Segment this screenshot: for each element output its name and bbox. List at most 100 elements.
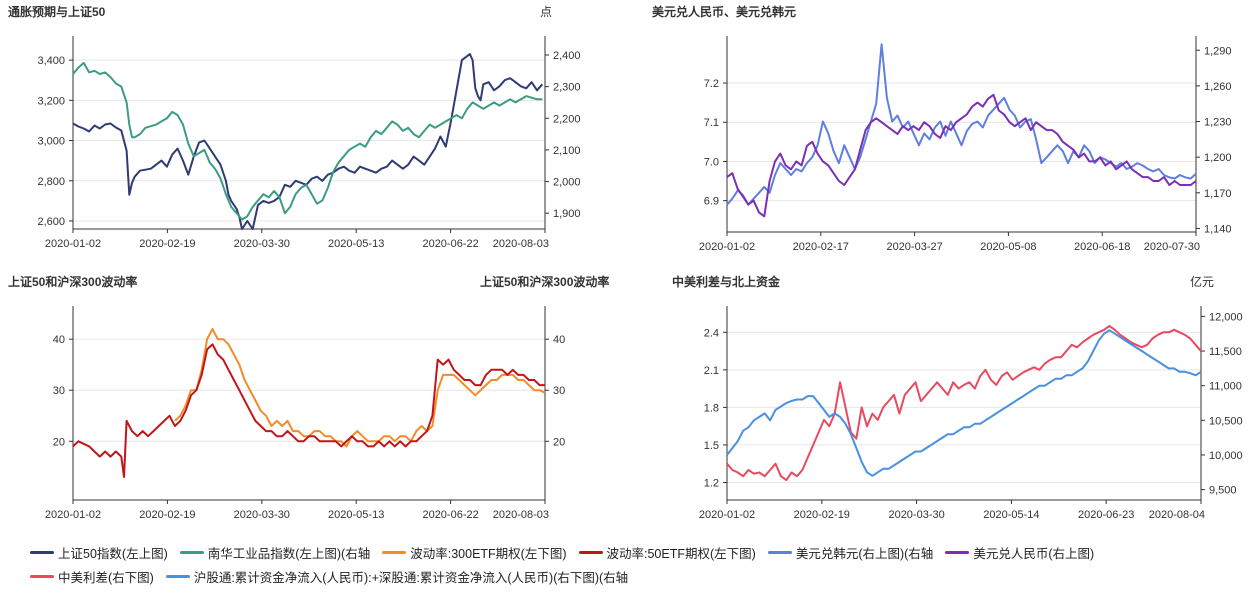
x-tick-label: 2020-02-17 (793, 241, 849, 253)
legend-item-northbound[interactable]: 沪股通:累计资金净流入(人民币):+深股通:累计资金净流入(人民币)(右下图)(… (165, 567, 629, 586)
x-tick-label: 2020-03-30 (234, 238, 290, 250)
right-tick-label: 12,000 (1209, 311, 1243, 323)
right-tick-label: 2,100 (553, 145, 581, 157)
legend-label: 波动率:300ETF期权(左下图) (410, 546, 567, 561)
left-tick-label: 3,200 (37, 95, 65, 107)
left-tick-label: 7.1 (704, 117, 719, 129)
left-tick-label: 3,400 (37, 55, 65, 67)
legend-label: 中美利差(右下图) (58, 570, 154, 585)
left-tick-label: 7.0 (704, 156, 719, 168)
panel-usd-cny-krw: 美元兑人民币、美元兑韩元 6.9 7.0 7.1 7.2 1,140 1,170 1,200… (652, 4, 1232, 253)
right-tick-label: 2,000 (553, 177, 581, 189)
series-line-northbound (726, 329, 1202, 477)
panel-inflation-sz50: 通胀预期与上证50 点 2,600 2,800 3,000 3,200 3,400 1,9… (8, 4, 581, 250)
right-tick-label: 1,900 (553, 208, 581, 220)
legend-label: 上证50指数(左上图) (58, 546, 168, 561)
legend-swatch-icon (767, 550, 792, 554)
legend-row: 上证50指数(左上图) 南华工业品指数(左上图)(右轴 波动率:300ETF期权(左… (30, 540, 1240, 564)
left-tick-label: 1.2 (704, 477, 719, 489)
x-tick-label: 2020-06-22 (422, 238, 478, 250)
series-line-usdcny (726, 93, 1197, 218)
x-tick-label: 2020-05-13 (328, 509, 384, 521)
panel-volatility: 上证50和沪深300波动率 上证50和沪深300波动率 20 30 40 20 30 40… (8, 274, 609, 521)
legend: 上证50指数(左上图) 南华工业品指数(左上图)(右轴 波动率:300ETF期权(左… (30, 540, 1240, 588)
right-tick-label: 1,260 (1204, 81, 1232, 93)
legend-swatch-icon (578, 550, 603, 554)
right-tick-label: 1,200 (1204, 152, 1232, 164)
legend-item-sz50[interactable]: 上证50指数(左上图) (30, 543, 168, 562)
right-tick-label: 11,000 (1209, 381, 1242, 393)
legend-item-vol50[interactable]: 波动率:50ETF期权(左下图) (578, 543, 756, 562)
series-line-nanhua (72, 61, 543, 221)
x-tick-label: 2020-01-02 (699, 509, 755, 521)
x-tick-label: 2020-03-30 (234, 509, 290, 521)
series-line-vol50 (72, 343, 545, 478)
legend-item-usdcny[interactable]: 美元兑人民币(右上图) (945, 543, 1094, 562)
panel-title: 上证50和沪深300波动率 (8, 274, 137, 289)
legend-item-vol300[interactable]: 波动率:300ETF期权(左下图) (382, 543, 567, 562)
series-line-vol300 (174, 328, 546, 448)
right-tick-label: 1,140 (1204, 223, 1232, 235)
x-tick-label: 2020-01-02 (45, 509, 101, 521)
legend-label: 波动率:50ETF期权(左下图) (606, 546, 756, 561)
legend-row: 中美利差(右下图) 沪股通:累计资金净流入(人民币):+深股通:累计资金净流入(人… (30, 564, 1240, 588)
legend-label: 美元兑人民币(右上图) (973, 546, 1095, 561)
legend-label: 美元兑韩元(右上图)(右轴 (795, 546, 934, 561)
legend-swatch-icon (179, 550, 204, 554)
right-tick-label: 2,200 (553, 113, 581, 125)
panel-spread-northbound: 中美利差与北上资金 亿元 1.2 1.5 1.8 2.1 2.4 9,500 10,000 1… (672, 274, 1243, 521)
legend-swatch-icon (945, 550, 970, 554)
legend-item-spread[interactable]: 中美利差(右下图) (30, 567, 154, 586)
legend-item-nanhua[interactable]: 南华工业品指数(左上图)(右轴 (179, 543, 371, 562)
legend-swatch-icon (165, 574, 190, 578)
right-tick-label: 1,290 (1204, 45, 1232, 57)
x-tick-label: 2020-05-14 (983, 509, 1039, 521)
panel-title-right: 上证50和沪深300波动率 (480, 274, 609, 289)
right-tick-label: 1,230 (1204, 117, 1232, 129)
x-tick-label: 2020-02-19 (139, 238, 195, 250)
x-tick-label: 2020-05-13 (328, 238, 384, 250)
right-tick-label: 2,400 (553, 50, 581, 62)
series-line-spread (726, 325, 1202, 481)
right-tick-label: 9,500 (1209, 485, 1237, 497)
legend-item-usdkrw[interactable]: 美元兑韩元(右上图)(右轴 (767, 543, 934, 562)
series-line-usdkrw (726, 43, 1197, 206)
series-line-sz50 (72, 53, 544, 230)
right-tick-label: 10,500 (1209, 415, 1243, 427)
x-tick-label: 2020-03-30 (888, 509, 944, 521)
right-axis-unit: 点 (540, 5, 552, 19)
x-tick-label: 2020-08-03 (493, 238, 549, 250)
x-tick-label: 2020-08-04 (1149, 509, 1205, 521)
x-tick-label: 2020-06-22 (422, 509, 478, 521)
right-axis-unit: 亿元 (1190, 274, 1214, 289)
legend-label: 沪股通:累计资金净流入(人民币):+深股通:累计资金净流入(人民币)(右下图)(… (193, 570, 629, 585)
right-tick-label: 11,500 (1209, 346, 1242, 358)
right-tick-label: 30 (553, 385, 565, 397)
left-tick-label: 7.2 (704, 78, 719, 90)
legend-label: 南华工业品指数(左上图)(右轴 (207, 546, 371, 561)
x-tick-label: 2020-02-19 (139, 509, 195, 521)
x-tick-label: 2020-02-19 (794, 509, 850, 521)
x-tick-label: 2020-01-02 (45, 238, 101, 250)
x-tick-label: 2020-06-18 (1074, 241, 1130, 253)
right-tick-label: 40 (553, 334, 565, 346)
left-tick-label: 1.5 (704, 440, 719, 452)
left-tick-label: 30 (53, 385, 65, 397)
right-tick-label: 2,300 (553, 82, 581, 94)
right-tick-label: 1,170 (1204, 188, 1232, 200)
left-tick-label: 1.8 (704, 402, 719, 414)
right-tick-label: 20 (553, 436, 565, 448)
left-tick-label: 2,600 (37, 216, 65, 228)
left-tick-label: 2,800 (37, 176, 65, 188)
legend-swatch-icon (30, 550, 54, 554)
left-tick-label: 2.4 (704, 327, 719, 339)
x-tick-label: 2020-05-08 (980, 241, 1036, 253)
x-tick-label: 2020-07-30 (1144, 241, 1200, 253)
x-tick-label: 2020-03-27 (886, 241, 942, 253)
x-tick-label: 2020-08-03 (493, 509, 549, 521)
x-tick-label: 2020-06-23 (1078, 509, 1134, 521)
legend-swatch-icon (382, 550, 407, 554)
panel-title: 中美利差与北上资金 (672, 274, 781, 289)
left-tick-label: 6.9 (704, 196, 719, 208)
